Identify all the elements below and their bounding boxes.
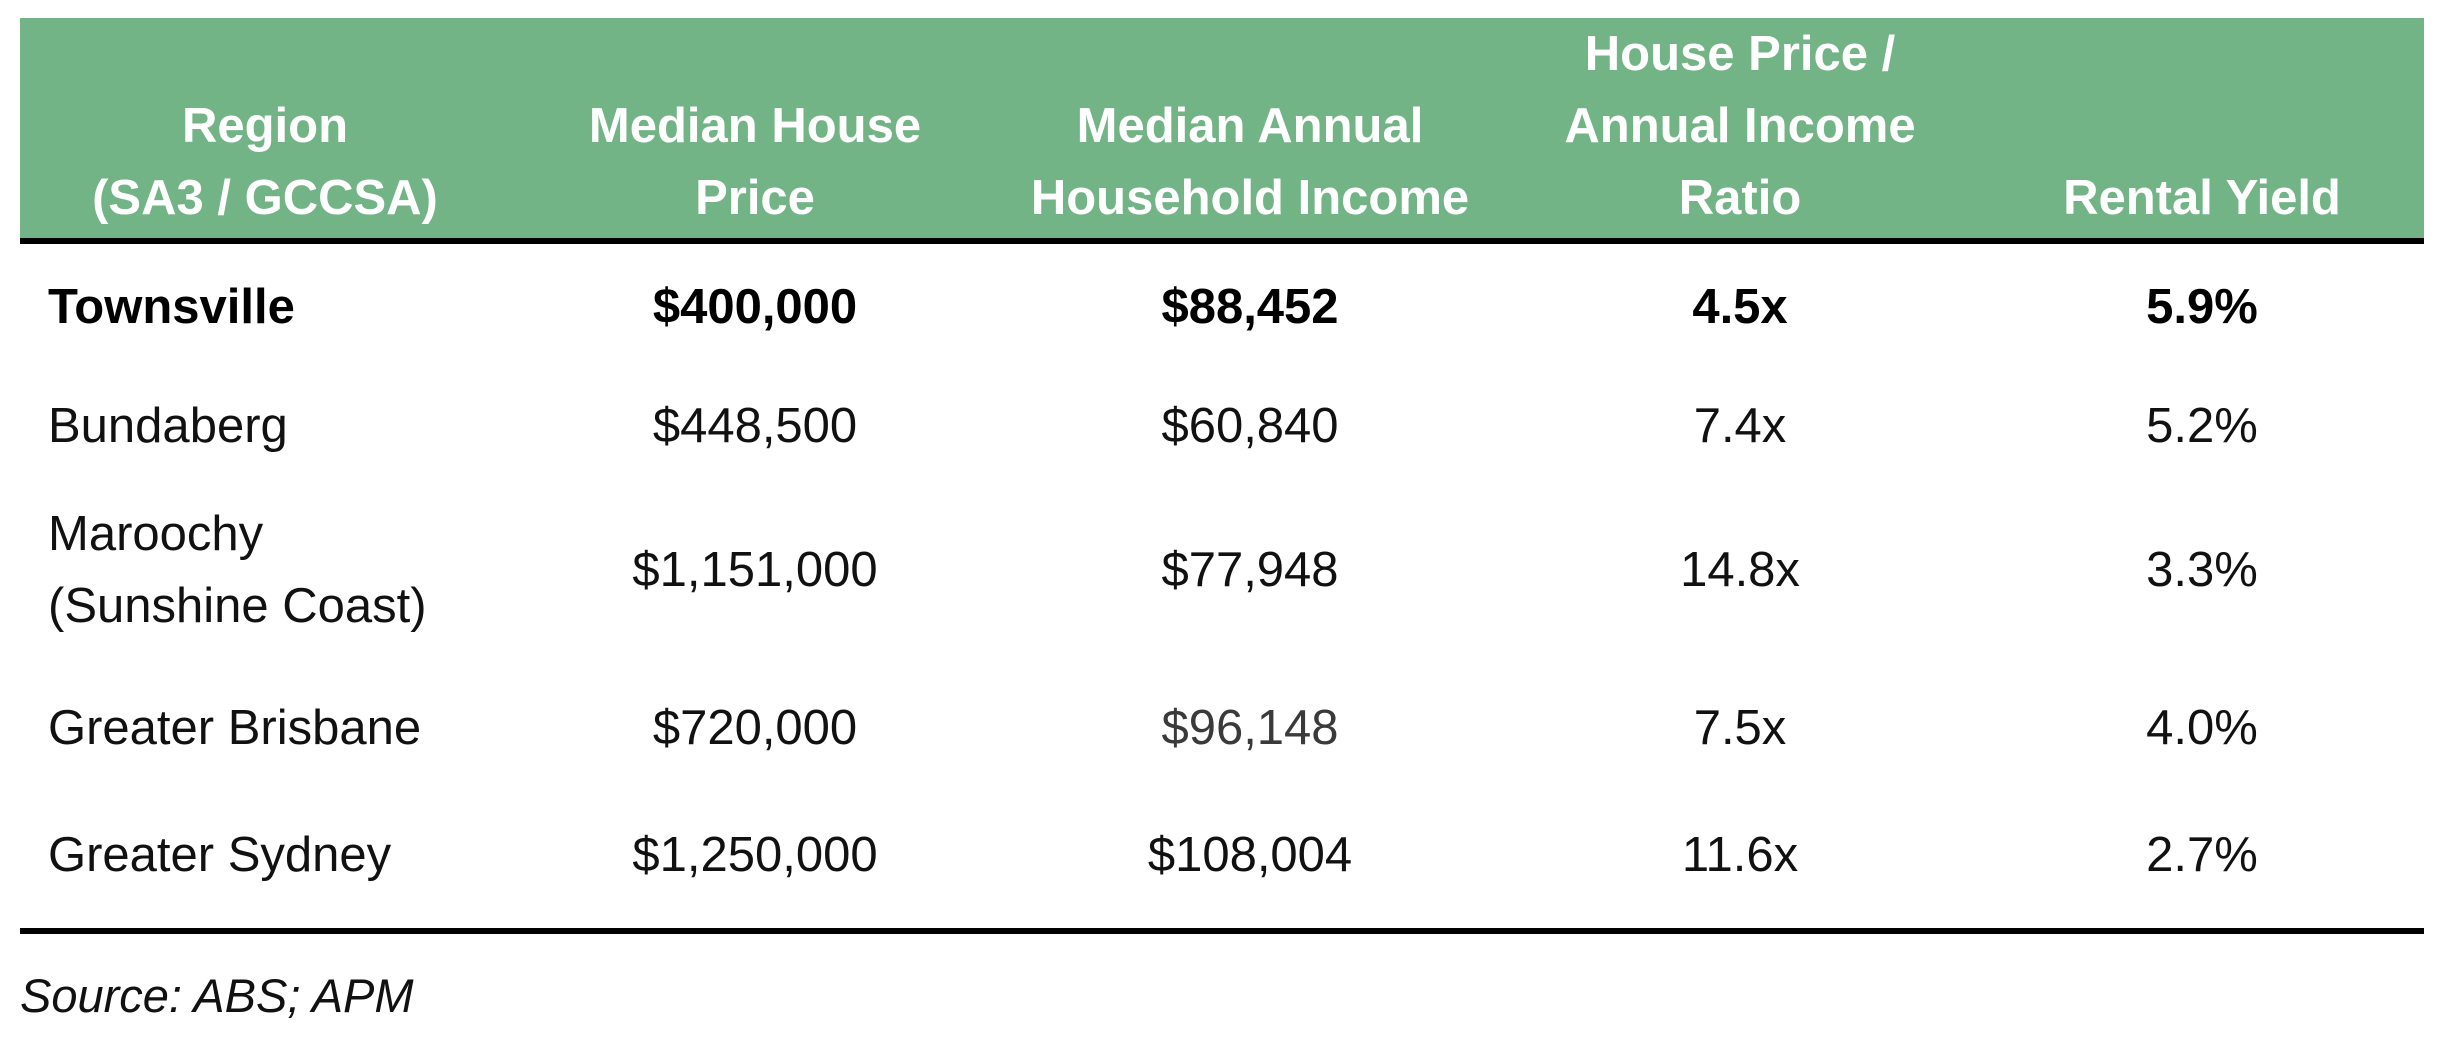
cell-house-price: $1,250,000	[632, 828, 878, 882]
table-header-row: Region (SA3 / GCCSA) Median House Price …	[20, 18, 2424, 241]
cell-ratio: 14.8x	[1680, 543, 1800, 597]
source-note: Source: ABS; APM	[20, 969, 414, 1022]
cell-ratio: 4.5x	[1692, 280, 1788, 334]
cell-house-price: $720,000	[652, 701, 858, 755]
cell-region: Maroochy (Sunshine Coast)	[48, 507, 427, 633]
cell-region: Bundaberg	[48, 399, 288, 453]
header-price-income-ratio: House Price / Annual Income Ratio	[1564, 27, 1916, 225]
cell-yield: 5.9%	[2146, 280, 2258, 334]
cell-house-price: $400,000	[652, 280, 858, 334]
cell-yield: 2.7%	[2146, 828, 2258, 882]
cell-ratio: 7.4x	[1693, 399, 1787, 453]
table-bottom-rule	[20, 928, 2424, 934]
cell-income: $88,452	[1161, 280, 1339, 334]
table-row: Bundaberg $448,500 $60,840 7.4x 5.2%	[20, 370, 2424, 482]
cell-ratio: 7.5x	[1693, 701, 1787, 755]
table-row: Greater Sydney $1,250,000 $108,004 11.6x…	[20, 798, 2424, 912]
header-median-house-price: Median House Price	[588, 99, 922, 225]
housing-affordability-table: Region (SA3 / GCCSA) Median House Price …	[20, 18, 2424, 912]
table-row: Greater Brisbane $720,000 $96,148 7.5x 4…	[20, 658, 2424, 798]
cell-house-price: $1,151,000	[632, 543, 878, 597]
table-row: Townsville $400,000 $88,452 4.5x 5.9%	[20, 244, 2424, 370]
cell-income: $77,948	[1161, 543, 1339, 597]
cell-yield: 4.0%	[2146, 701, 2258, 755]
data-table-container: Region (SA3 / GCCSA) Median House Price …	[20, 18, 2424, 912]
cell-income: $60,840	[1161, 399, 1339, 453]
cell-region: Townsville	[48, 280, 295, 334]
cell-income: $96,148	[1161, 701, 1339, 755]
cell-yield: 5.2%	[2146, 399, 2258, 453]
cell-yield: 3.3%	[2146, 543, 2258, 597]
cell-ratio: 11.6x	[1681, 828, 1799, 882]
header-region: Region (SA3 / GCCSA)	[92, 99, 438, 225]
header-rental-yield: Rental Yield	[2063, 171, 2341, 225]
header-median-household-income: Median Annual Household Income	[1030, 99, 1470, 225]
cell-income: $108,004	[1147, 828, 1353, 882]
cell-house-price: $448,500	[652, 399, 858, 453]
cell-region: Greater Sydney	[48, 828, 392, 882]
table-row: Maroochy (Sunshine Coast) $1,151,000 $77…	[20, 482, 2424, 658]
cell-region: Greater Brisbane	[48, 701, 422, 755]
